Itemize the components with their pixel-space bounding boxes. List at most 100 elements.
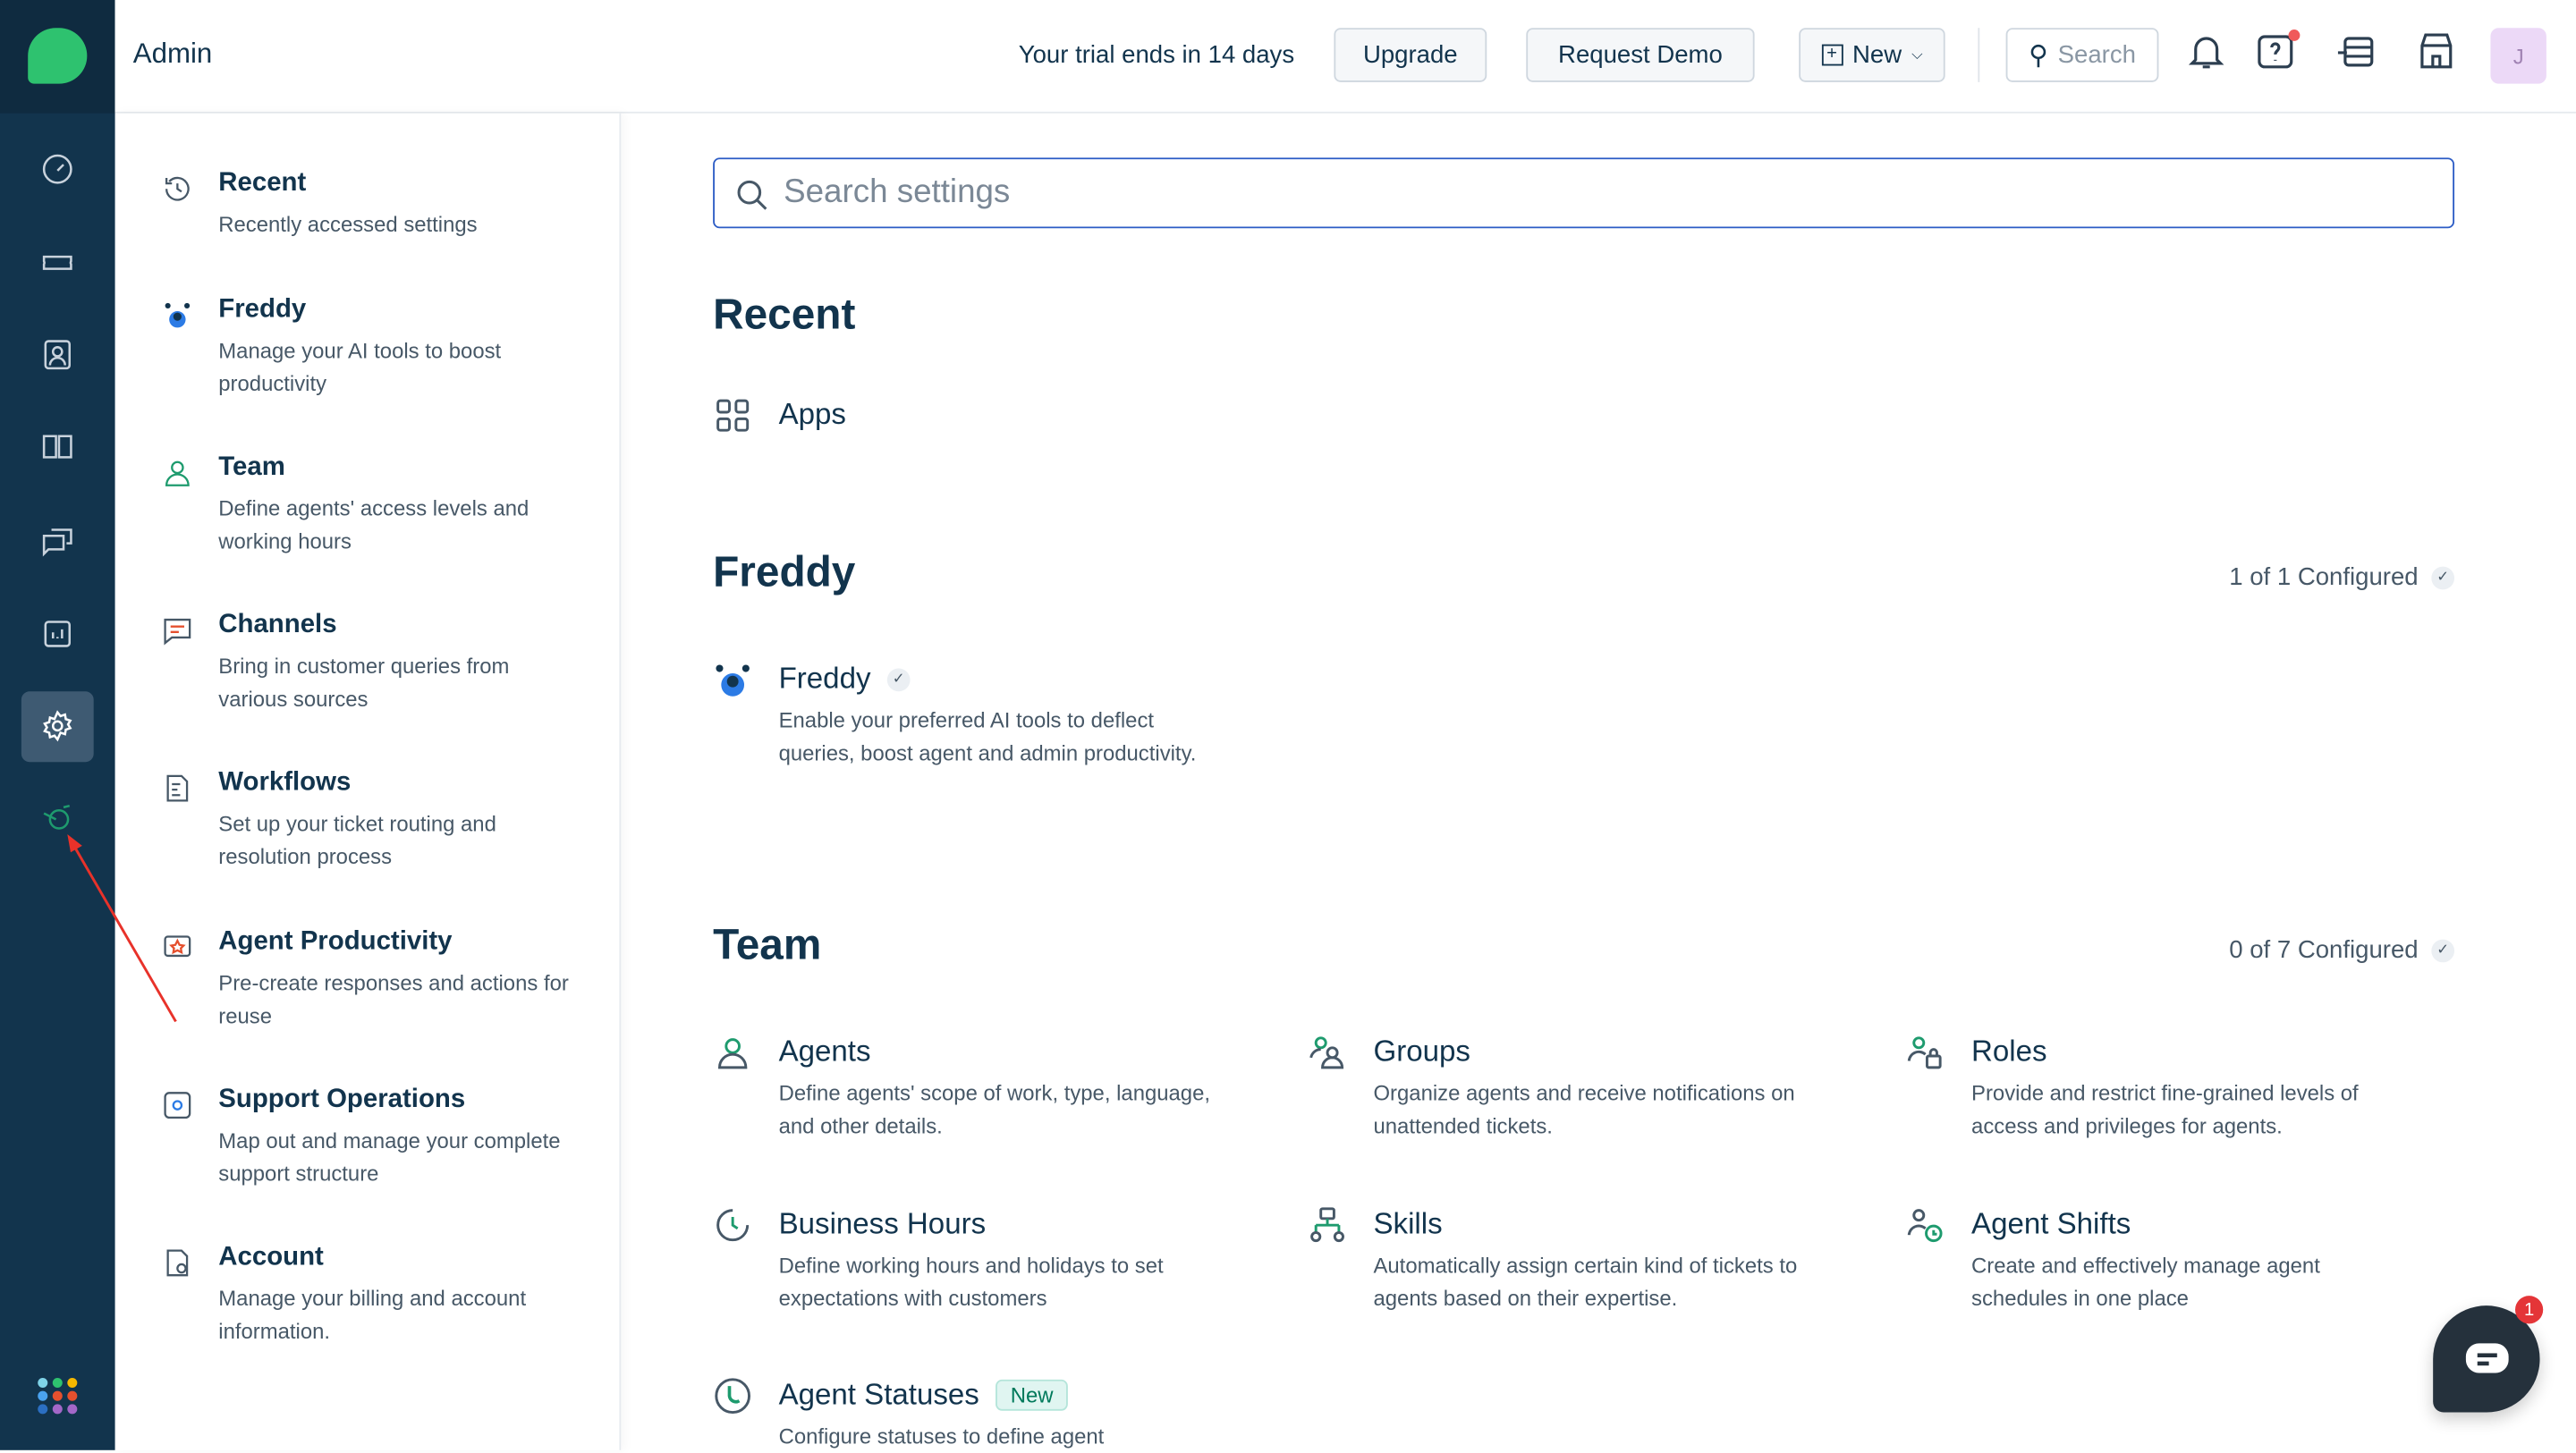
settings-item-desc: Organize agents and receive notification… (1373, 1080, 1795, 1138)
settings-item-title: Agent Shifts (1971, 1206, 2131, 1240)
sidebar-item-desc: Set up your ticket routing and resolutio… (218, 811, 496, 868)
settings-search-input[interactable] (784, 173, 2263, 212)
settings-item-desc: Enable your preferred AI tools to deflec… (778, 707, 1197, 765)
reports-icon[interactable] (35, 611, 80, 656)
search-icon: ⚲ (2029, 41, 2048, 71)
global-search-button[interactable]: ⚲ Search (2005, 28, 2159, 82)
section-title-team: Team (713, 919, 822, 969)
productivity-icon (161, 931, 197, 967)
team-configured-status: 0 of 7 Configured ✓ (2229, 935, 2455, 965)
settings-item-title: Skills (1373, 1206, 1443, 1240)
section-title-recent: Recent (713, 289, 856, 339)
person-icon (161, 457, 197, 493)
chat-widget-button[interactable]: 1 (2433, 1296, 2544, 1413)
upgrade-button[interactable]: Upgrade (1334, 28, 1487, 82)
avatar[interactable]: J (2490, 28, 2546, 84)
help-icon[interactable] (2254, 30, 2303, 79)
sidebar-item-title: Team (218, 452, 285, 482)
skills-icon (1308, 1205, 1351, 1248)
top-bar: Admin Your trial ends in 14 days Upgrade… (114, 0, 2576, 114)
notification-dot (2288, 30, 2301, 41)
chat-bubble-icon (2464, 1342, 2508, 1373)
settings-item-title: Business Hours (778, 1206, 987, 1240)
settings-item-title: Agent Statuses (778, 1377, 979, 1411)
admin-settings-icon[interactable] (35, 703, 80, 748)
settings-sidebar: Recent Recently accessed settings Freddy M… (115, 113, 622, 1450)
chat-icon (161, 614, 197, 650)
new-label: New (1852, 40, 1902, 70)
freddy-icon[interactable] (35, 795, 80, 841)
sidebar-item-desc: Manage your billing and account informat… (218, 1286, 527, 1343)
search-label: Search (2057, 40, 2136, 70)
settings-item-desc: Define agents' scope of work, type, lang… (778, 1080, 1211, 1138)
unread-badge: 1 (2514, 1296, 2544, 1324)
clock-icon (713, 1205, 756, 1248)
new-badge: New (996, 1379, 1069, 1411)
settings-item-desc: Automatically assign certain kind of tic… (1373, 1253, 1798, 1310)
sidebar-item-desc: Manage your AI tools to boost productivi… (218, 338, 502, 395)
tickets-icon[interactable] (35, 240, 80, 285)
solutions-icon[interactable] (35, 424, 80, 469)
bell-icon[interactable] (2185, 30, 2234, 79)
request-demo-button[interactable]: Request Demo (1526, 28, 1755, 82)
active-indicator (21, 691, 94, 763)
configured-count: 0 of 7 Configured (2229, 935, 2419, 965)
settings-item-title: Freddy (778, 662, 871, 695)
settings-search[interactable] (713, 157, 2455, 229)
operations-icon (161, 1089, 197, 1125)
sidebar-item-title: Recent (218, 169, 307, 198)
search-icon (737, 180, 767, 210)
agent-icon (713, 1033, 756, 1076)
sidebar-item-title: Freddy (218, 295, 307, 324)
sidebar-item-title: Channels (218, 611, 337, 639)
sidebar-item-desc: Recently accessed settings (218, 211, 478, 237)
sidebar-item-desc: Map out and manage your complete support… (218, 1128, 561, 1186)
contacts-icon[interactable] (35, 332, 80, 377)
sidebar-item-title: Workflows (218, 768, 352, 797)
settings-item-title: Apps (778, 397, 846, 431)
sidebar-item-desc: Define agents' access levels and working… (218, 495, 530, 553)
dashboard-icon[interactable] (35, 146, 80, 191)
check-icon: ✓ (886, 667, 911, 691)
plus-square-icon: + (1821, 44, 1843, 66)
freshdesk-logo[interactable] (0, 0, 115, 114)
account-icon (161, 1246, 197, 1282)
settings-item-desc: Create and effectively manage agent sche… (1971, 1253, 2320, 1310)
groups-icon (1308, 1033, 1351, 1076)
settings-item-desc: Configure statuses to define agent (778, 1423, 1105, 1449)
settings-item-desc: Define working hours and holidays to set… (778, 1253, 1164, 1310)
sidebar-item-title: Account (218, 1243, 324, 1271)
page-title: Admin (132, 38, 213, 70)
divider (1978, 28, 1980, 82)
chevron-down-icon: ⌵ (1911, 46, 1923, 63)
freddy-icon (161, 299, 197, 334)
configured-count: 1 of 1 Configured (2229, 562, 2419, 592)
headset-logo-icon (28, 28, 88, 84)
roles-icon (1906, 1033, 1949, 1076)
product-switch-icon[interactable] (2334, 30, 2384, 79)
settings-item-title: Roles (1971, 1035, 2047, 1068)
marketplace-icon[interactable] (2415, 30, 2464, 79)
check-icon: ✓ (2431, 938, 2455, 962)
check-icon: ✓ (2431, 565, 2455, 589)
sidebar-item-desc: Bring in customer queries from various s… (218, 654, 510, 711)
status-icon (713, 1376, 756, 1419)
section-title-freddy: Freddy (713, 546, 856, 596)
conversations-icon[interactable] (35, 518, 80, 563)
trial-text: Your trial ends in 14 days (1018, 40, 1295, 70)
workflow-icon (161, 772, 197, 807)
new-button[interactable]: + New ⌵ (1799, 28, 1945, 82)
shifts-icon (1906, 1205, 1949, 1248)
sidebar-item-title: Agent Productivity (218, 927, 453, 956)
sidebar-item-desc: Pre-create responses and actions for reu… (218, 970, 569, 1028)
apps-icon (713, 396, 756, 439)
history-icon (161, 173, 197, 208)
settings-item-title: Agents (778, 1035, 871, 1068)
freddy-icon (713, 660, 756, 703)
freddy-configured-status: 1 of 1 Configured ✓ (2229, 562, 2455, 592)
left-nav-rail (0, 0, 115, 1450)
settings-main: Recent Apps Freddy 1 of 1 Configured ✓ Fr… (621, 114, 2576, 1450)
sidebar-item-title: Support Operations (218, 1086, 466, 1114)
settings-item-desc: Provide and restrict fine-grained levels… (1971, 1080, 2359, 1138)
apps-grid-icon[interactable] (36, 1376, 79, 1415)
